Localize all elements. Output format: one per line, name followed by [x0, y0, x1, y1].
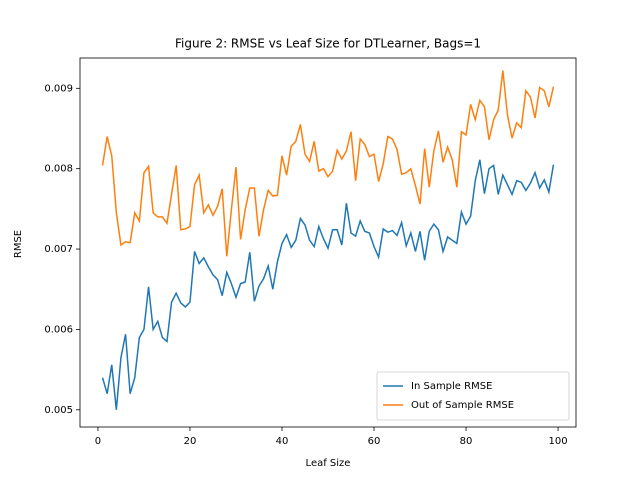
x-axis-label: Leaf Size — [306, 458, 351, 469]
y-tick-label: 0.008 — [44, 164, 73, 175]
legend-label: In Sample RMSE — [411, 381, 492, 392]
x-tick-label: 0 — [95, 436, 101, 447]
plot-frame — [79, 57, 577, 428]
x-tick-label: 80 — [460, 436, 473, 447]
x-tick-label: 100 — [549, 436, 568, 447]
legend-box — [376, 371, 570, 421]
line-series — [101, 159, 555, 410]
y-tick-label: 0.009 — [44, 83, 73, 94]
y-axis-label: RMSE — [13, 230, 24, 258]
legend-label: Out of Sample RMSE — [411, 400, 514, 411]
y-tick-label: 0.007 — [44, 244, 73, 255]
x-tick-label: 40 — [276, 436, 289, 447]
x-tick-label: 60 — [368, 436, 381, 447]
line-series — [101, 70, 555, 257]
y-tick-label: 0.005 — [44, 405, 73, 416]
chart-title: Figure 2: RMSE vs Leaf Size for DTLearne… — [175, 37, 481, 51]
y-tick-label: 0.006 — [44, 324, 73, 335]
x-tick-label: 20 — [184, 436, 197, 447]
